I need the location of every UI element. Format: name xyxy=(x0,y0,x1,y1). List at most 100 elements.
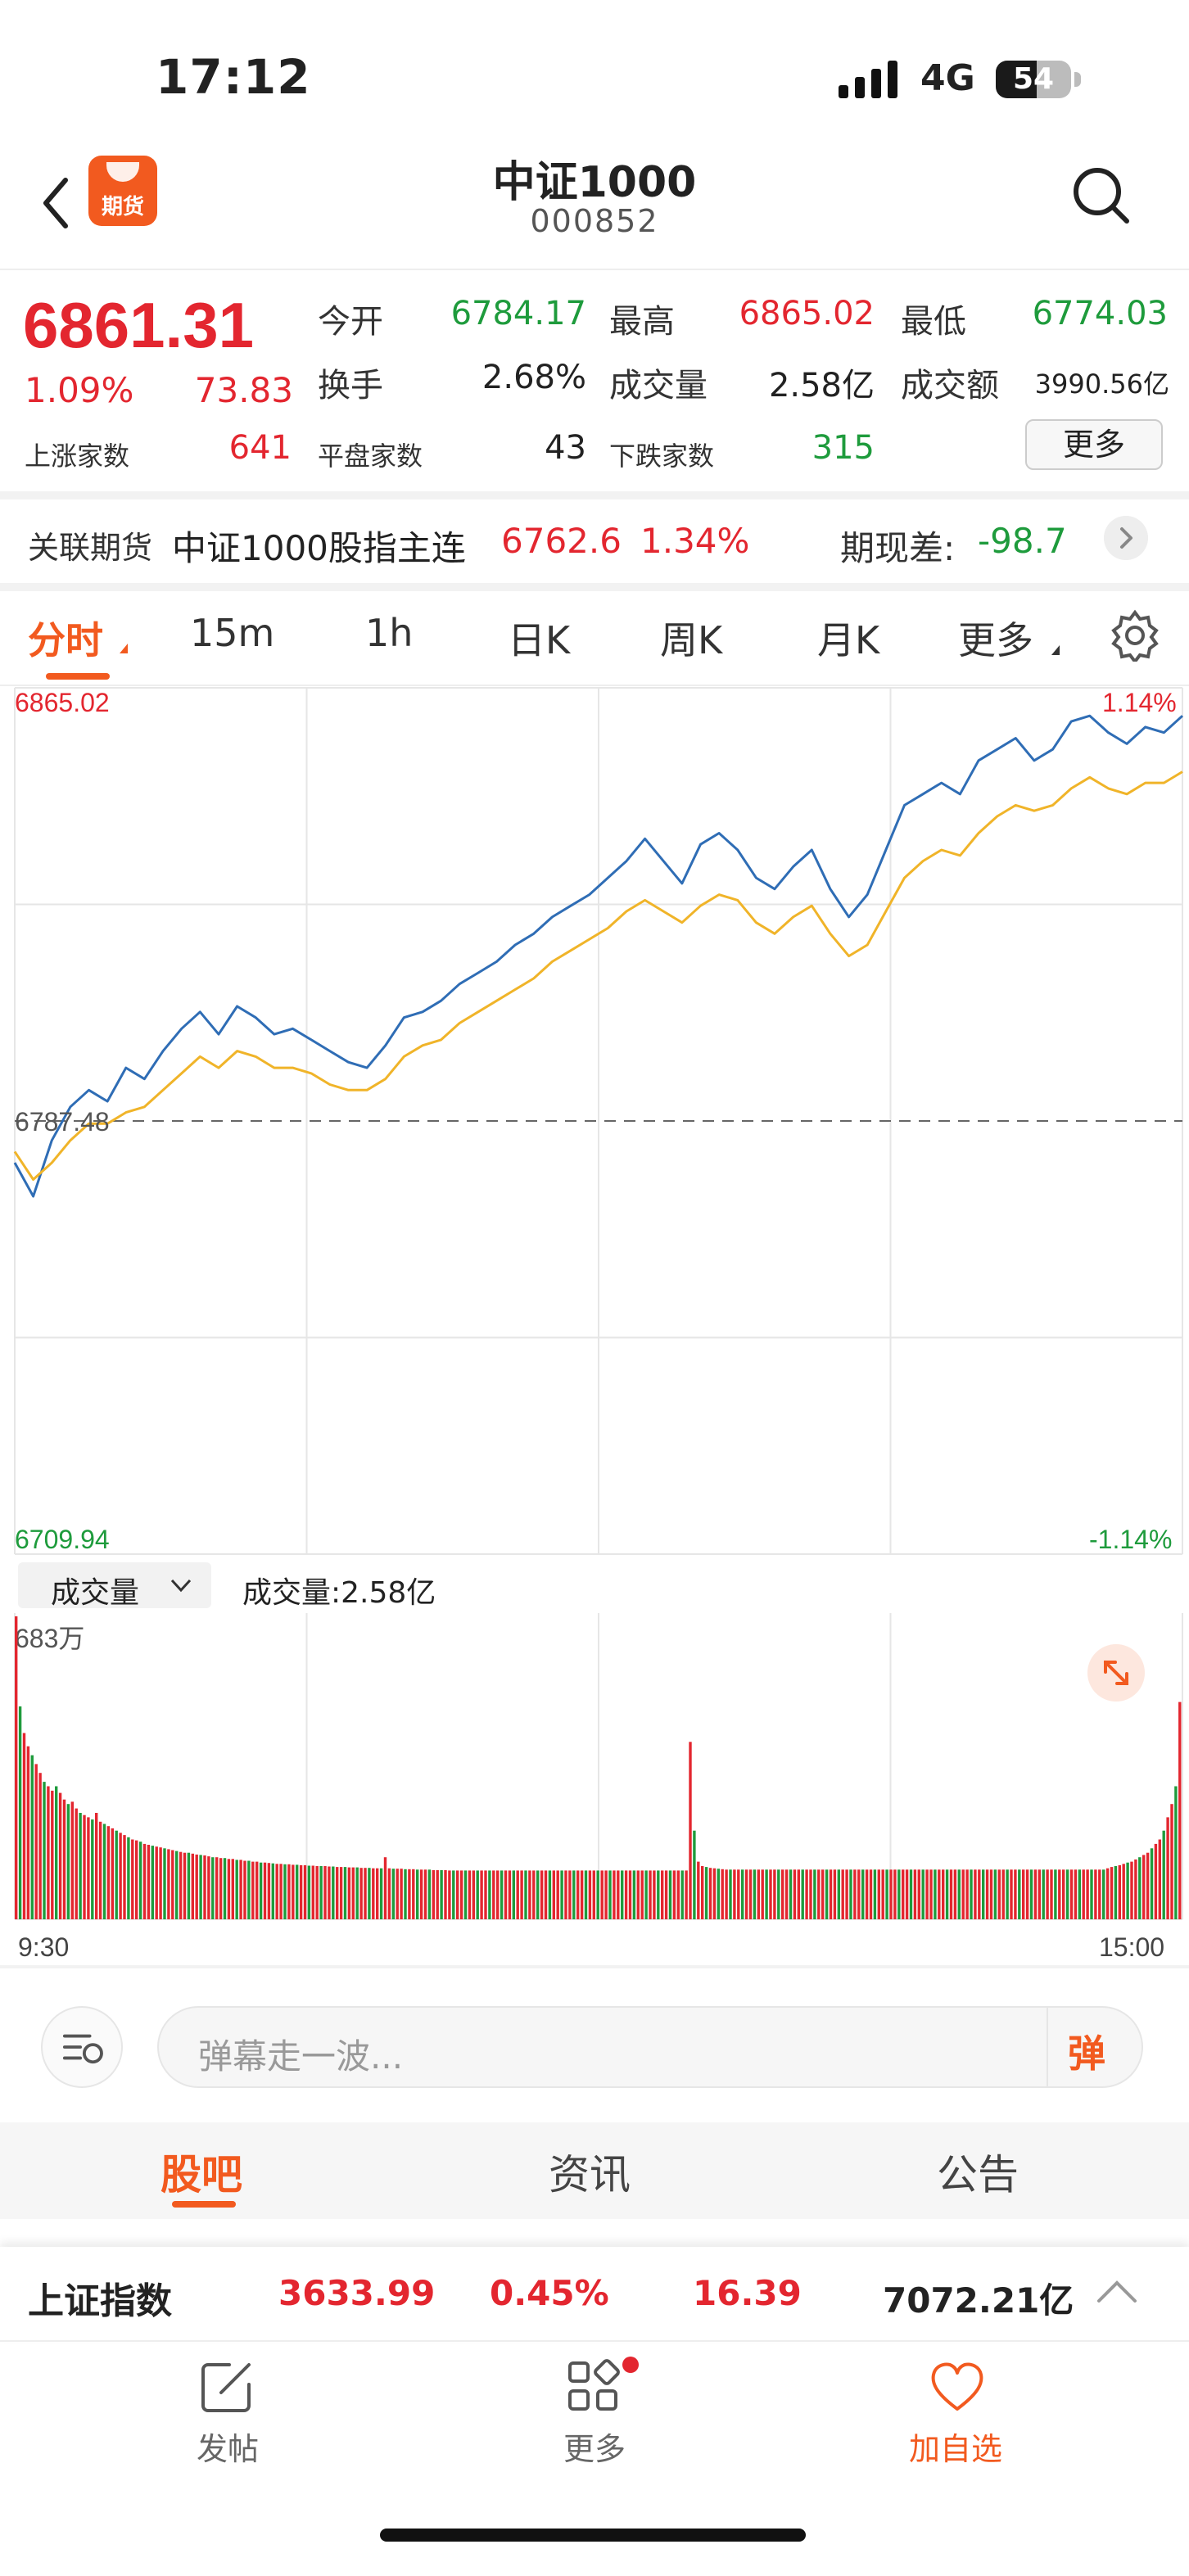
expand-icon[interactable] xyxy=(1086,1643,1146,1703)
tab-more[interactable]: 更多 xyxy=(958,618,1033,662)
tab-intraday[interactable]: 分时 xyxy=(28,618,103,662)
tab-daily-k[interactable]: 日K xyxy=(508,618,571,662)
low-label: 最低 xyxy=(901,303,966,341)
volume-bar xyxy=(215,1857,219,1919)
volume-bar xyxy=(1142,1855,1146,1919)
turnover-label: 换手 xyxy=(318,367,383,404)
volume-bar xyxy=(38,1773,42,1919)
danmu-input[interactable]: 弹幕走一波... 弹 xyxy=(157,2006,1143,2088)
volume-bar xyxy=(568,1870,572,1919)
volume-bar xyxy=(70,1801,74,1919)
fall-label: 下跌家数 xyxy=(609,441,715,472)
volume-bar xyxy=(925,1869,929,1919)
volume-bar xyxy=(576,1870,580,1919)
futures-name: 中证1000股指主连 xyxy=(172,528,466,568)
tab-news[interactable]: 资讯 xyxy=(549,2151,631,2199)
volume-bar xyxy=(548,1870,552,1919)
search-icon[interactable] xyxy=(1069,164,1132,226)
volume-bar xyxy=(191,1853,194,1919)
signal-icon xyxy=(839,61,897,98)
chart-high-label: 6865.02 xyxy=(15,688,110,717)
grid-more-icon[interactable] xyxy=(563,2357,624,2417)
index-ticker[interactable]: 上证指数 3633.99 0.45% 16.39 7072.21亿 xyxy=(0,2247,1189,2342)
volume-bar xyxy=(604,1870,608,1919)
volume-bar xyxy=(106,1826,111,1919)
danmu-send-button[interactable]: 弹 xyxy=(1068,2031,1105,2076)
volume-bar xyxy=(376,1868,379,1919)
volume-bar xyxy=(1086,1869,1089,1919)
flat-count: 43 xyxy=(545,429,586,467)
volume-bar xyxy=(195,1854,198,1919)
volume-bar xyxy=(965,1869,969,1919)
chevron-up-icon[interactable] xyxy=(1094,2275,1140,2307)
volume-bar xyxy=(1062,1869,1065,1919)
volume-bar xyxy=(982,1869,985,1919)
volume-bar xyxy=(30,1755,34,1919)
volume-bar xyxy=(685,1870,688,1919)
futures-logo[interactable]: 期货 xyxy=(88,156,157,226)
volume-bar xyxy=(689,1742,692,1919)
volume-bar xyxy=(881,1869,884,1919)
volume-bar xyxy=(480,1870,483,1919)
volume-chart[interactable] xyxy=(0,1611,1189,1923)
volume-bar xyxy=(203,1855,206,1919)
volume-bar xyxy=(697,1861,700,1919)
futures-price: 6762.6 xyxy=(501,521,622,561)
index-amount: 7072.21亿 xyxy=(883,2280,1074,2321)
volume-bar xyxy=(708,1868,712,1919)
volume-bar xyxy=(1078,1869,1081,1919)
volume-bar xyxy=(1178,1702,1182,1919)
volume-bar xyxy=(347,1867,351,1919)
volume-bar xyxy=(339,1867,343,1919)
volume-bar xyxy=(391,1869,395,1919)
tab-monthly-k[interactable]: 月K xyxy=(817,618,880,662)
volume-bar xyxy=(1122,1864,1125,1919)
heart-icon[interactable] xyxy=(927,2357,988,2417)
danmu-toggle-icon[interactable] xyxy=(41,2006,123,2088)
volume-bar xyxy=(993,1869,997,1919)
tab-announcements[interactable]: 公告 xyxy=(937,2151,1019,2199)
volume-bar xyxy=(307,1865,311,1919)
page-title: 中证1000 xyxy=(492,158,697,207)
intraday-chart[interactable] xyxy=(0,686,1189,1556)
volume-bar xyxy=(1130,1861,1133,1919)
volume-bar xyxy=(813,1869,816,1919)
volume-indicator-select[interactable]: 成交量 xyxy=(18,1562,211,1610)
volume-bar xyxy=(151,1846,154,1919)
add-watchlist-label[interactable]: 加自选 xyxy=(909,2431,1003,2467)
tab-1h[interactable]: 1h xyxy=(365,611,414,655)
volume-bar xyxy=(753,1869,757,1919)
back-icon[interactable] xyxy=(36,170,75,236)
dropdown-triangle-icon xyxy=(120,644,128,653)
volume-bar xyxy=(741,1869,744,1919)
volume-bar xyxy=(849,1869,852,1919)
post-label[interactable]: 发帖 xyxy=(197,2431,260,2467)
related-futures-row[interactable]: 关联期货 中证1000股指主连 6762.6 1.34% 期现差: -98.7 xyxy=(0,501,1189,583)
volume-bar xyxy=(861,1869,865,1919)
volume-bar xyxy=(416,1869,419,1919)
volume-bar xyxy=(468,1870,472,1919)
post-icon[interactable] xyxy=(197,2357,257,2417)
volume-bar xyxy=(1001,1869,1005,1919)
volume-bar xyxy=(223,1858,227,1919)
tab-guba[interactable]: 股吧 xyxy=(160,2151,242,2199)
volume-bar xyxy=(897,1869,901,1919)
chevron-right-icon[interactable] xyxy=(1104,516,1148,560)
volume-bar xyxy=(299,1864,303,1919)
volume-bar xyxy=(175,1851,179,1919)
volume-bar xyxy=(628,1870,632,1919)
volume-bar xyxy=(520,1870,523,1919)
tab-weekly-k[interactable]: 周K xyxy=(660,618,723,662)
more-quote-button[interactable]: 更多 xyxy=(1025,419,1163,470)
volume-bar xyxy=(95,1813,98,1919)
volume-bar xyxy=(368,1868,371,1919)
volume-bar xyxy=(528,1870,531,1919)
volume-bar xyxy=(1114,1866,1118,1919)
more-label[interactable]: 更多 xyxy=(563,2431,626,2467)
tab-15m[interactable]: 15m xyxy=(190,611,275,655)
volume-bar xyxy=(131,1839,134,1919)
volume-bar xyxy=(560,1870,563,1919)
gear-icon[interactable] xyxy=(1109,609,1161,662)
volume-bar xyxy=(404,1869,407,1919)
volume-bar xyxy=(351,1867,355,1919)
